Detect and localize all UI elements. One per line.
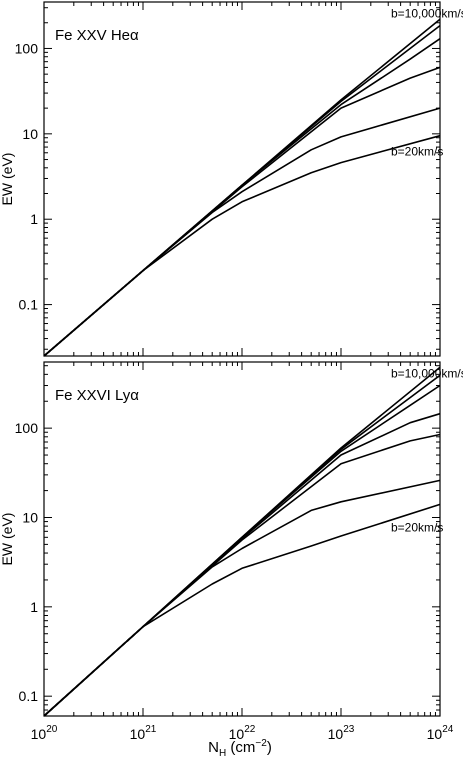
panel-1: 0.1 1 10 100 EW (eV) Fe XXV Heα b=10,000km/s b=… [0, 1, 463, 357]
y-axis-label: EW (eV) [0, 153, 15, 206]
y-tick-label: 100 [15, 420, 39, 436]
series-line-4 [43, 66, 441, 357]
x-tick-label: 1024 [427, 724, 454, 742]
panel-title: Fe XXV Heα [55, 27, 139, 44]
x-tick-label: 1022 [229, 724, 256, 742]
y-tick-label: 10 [22, 126, 38, 142]
x-tick-label: 1020 [31, 724, 58, 742]
y-tick-label: 0.1 [19, 297, 39, 313]
plot-frame [43, 1, 441, 357]
series-line-3 [43, 384, 441, 717]
curve-annotation: b=20km/s [391, 144, 443, 158]
series-line-5 [43, 107, 441, 357]
series-line-6 [43, 134, 441, 357]
x-tick-label: 1021 [130, 724, 157, 742]
panel-2: 0.1 1 10 100 EW (eV) Fe XXVI Lyα b=10,000km/s b… [0, 361, 463, 717]
series-line-3 [43, 38, 441, 357]
series-line-2 [43, 374, 441, 717]
x-tick-label: 1023 [328, 724, 355, 742]
y-axis-label: EW (eV) [0, 513, 15, 566]
series-line-6 [43, 479, 441, 717]
curve-annotation: b=20km/s [391, 520, 443, 534]
y-tick-label: 100 [15, 40, 39, 56]
y-tick-label: 0.1 [19, 688, 39, 704]
y-tick-label: 1 [30, 211, 38, 227]
series-line-7 [43, 503, 441, 717]
curve-annotation: b=10,000km/s [391, 366, 463, 380]
series-line-5 [43, 433, 441, 717]
y-tick-label: 10 [22, 509, 38, 525]
y-tick-label: 1 [30, 599, 38, 615]
x-axis-label: NH (cm−2) [208, 738, 272, 759]
panel-title: Fe XXVI Lyα [55, 387, 139, 404]
curve-annotation: b=10,000km/s [391, 7, 463, 21]
series-line-4 [43, 412, 441, 717]
x-axis-tick-labels: 1020 1021 1022 1023 1024 [31, 724, 454, 742]
